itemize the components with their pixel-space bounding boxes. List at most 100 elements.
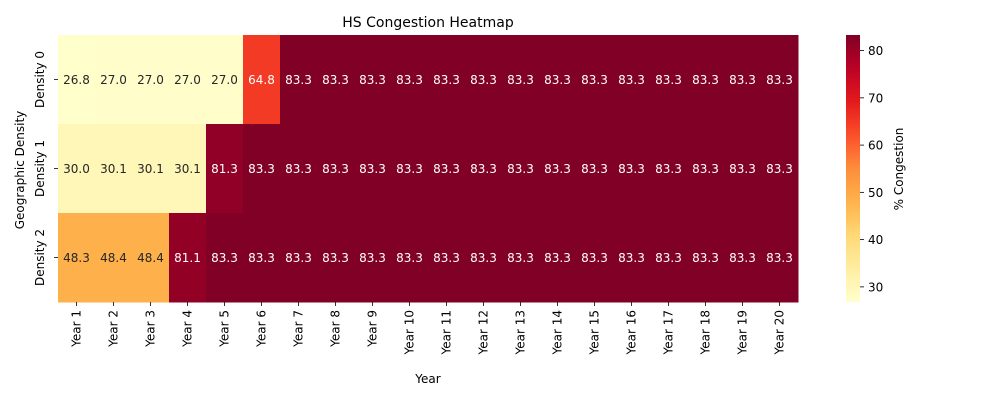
cell-value-label: 83.3 <box>396 73 423 87</box>
heatmap-cell <box>169 124 207 214</box>
colorbar-label: % Congestion <box>892 128 906 211</box>
cell-value-label: 26.8 <box>63 73 90 87</box>
colorbar <box>846 35 860 302</box>
cell-value-label: 83.3 <box>766 251 793 265</box>
colorbar-tick-label: 30 <box>868 280 883 294</box>
heatmap-cell <box>243 35 281 125</box>
cell-value-label: 83.3 <box>581 251 608 265</box>
colorbar-tick-label: 60 <box>868 139 883 153</box>
heatmap-cell <box>502 124 540 214</box>
cell-value-label: 83.3 <box>692 73 719 87</box>
cell-value-label: 83.3 <box>470 162 497 176</box>
heatmap-cell <box>465 213 503 303</box>
heatmap-cell <box>502 213 540 303</box>
heatmap-cell <box>280 213 318 303</box>
heatmap-cell <box>132 124 170 214</box>
colorbar-tick-label: 50 <box>868 186 883 200</box>
x-tick-label: Year 10 <box>403 310 417 356</box>
colorbar-tick-label: 70 <box>868 91 883 105</box>
heatmap-cell <box>465 124 503 214</box>
cell-value-label: 81.1 <box>174 251 201 265</box>
heatmap-cell <box>428 35 466 125</box>
cell-value-label: 83.3 <box>285 162 312 176</box>
heatmap-cell <box>354 124 392 214</box>
x-tick-label: Year 11 <box>440 310 454 356</box>
heatmap-cell <box>169 213 207 303</box>
cell-value-label: 83.3 <box>359 73 386 87</box>
heatmap-cell <box>243 124 281 214</box>
heatmap-cell <box>687 35 725 125</box>
cell-value-label: 83.3 <box>544 73 571 87</box>
x-tick-label: Year 19 <box>736 310 750 356</box>
heatmap-cell <box>465 35 503 125</box>
heatmap-cell <box>354 35 392 125</box>
cell-value-label: 83.3 <box>544 162 571 176</box>
y-tick-label: Density 2 <box>33 229 47 286</box>
x-axis-label: Year <box>414 372 440 386</box>
cell-value-label: 83.3 <box>766 162 793 176</box>
heatmap-cell <box>58 124 96 214</box>
heatmap-cell <box>317 213 355 303</box>
heatmap-cell <box>687 124 725 214</box>
cell-value-label: 83.3 <box>285 73 312 87</box>
cell-value-label: 83.3 <box>396 251 423 265</box>
heatmap-cell <box>169 35 207 125</box>
cell-value-label: 30.1 <box>137 162 164 176</box>
heatmap-cell <box>761 124 799 214</box>
cell-value-label: 83.3 <box>766 73 793 87</box>
cell-value-label: 83.3 <box>211 251 238 265</box>
x-tick-label: Year 8 <box>329 310 343 348</box>
cell-value-label: 83.3 <box>507 73 534 87</box>
cell-value-label: 83.3 <box>396 162 423 176</box>
heatmap-cell <box>650 213 688 303</box>
heatmap-cell <box>354 213 392 303</box>
heatmap-cell <box>576 124 614 214</box>
cell-value-label: 83.3 <box>248 251 275 265</box>
heatmap-cell <box>428 124 466 214</box>
cell-value-label: 81.3 <box>211 162 238 176</box>
heatmap-cell <box>280 35 318 125</box>
cell-value-label: 48.4 <box>100 251 127 265</box>
heatmap-cell <box>539 213 577 303</box>
heatmap-cell <box>95 124 133 214</box>
cell-value-label: 83.3 <box>507 162 534 176</box>
cell-value-label: 83.3 <box>248 162 275 176</box>
heatmap-cell <box>206 124 244 214</box>
x-tick-label: Year 17 <box>662 310 676 356</box>
x-tick-label: Year 15 <box>588 310 602 356</box>
heatmap-cell <box>391 124 429 214</box>
y-axis-label: Geographic Density <box>13 111 27 230</box>
heatmap-cell <box>724 35 762 125</box>
y-tick-label: Density 0 <box>33 51 47 108</box>
heatmap-cell <box>243 213 281 303</box>
heatmap-cell <box>724 213 762 303</box>
x-tick-label: Year 6 <box>255 310 269 348</box>
heatmap-cell <box>317 124 355 214</box>
x-tick-label: Year 5 <box>218 310 232 348</box>
heatmap-cell <box>132 213 170 303</box>
cell-value-label: 30.1 <box>100 162 127 176</box>
x-tick-label: Year 13 <box>514 310 528 356</box>
heatmap-cell <box>687 213 725 303</box>
x-tick-label: Year 14 <box>551 310 565 356</box>
heatmap-cell <box>391 35 429 125</box>
cell-value-label: 83.3 <box>581 162 608 176</box>
x-tick-label: Year 9 <box>366 310 380 348</box>
heatmap-cell <box>576 213 614 303</box>
heatmap-cell <box>428 213 466 303</box>
colorbar-ticks: 30 40 50 60 70 80 <box>860 44 883 294</box>
heatmap-cell <box>206 35 244 125</box>
cell-value-label: 83.3 <box>359 162 386 176</box>
cell-value-label: 83.3 <box>618 162 645 176</box>
heatmap-cell <box>206 213 244 303</box>
cell-value-label: 30.0 <box>63 162 90 176</box>
cell-value-label: 83.3 <box>618 251 645 265</box>
heatmap-cell <box>317 35 355 125</box>
x-tick-label: Year 16 <box>625 310 639 356</box>
cell-value-label: 48.3 <box>63 251 90 265</box>
cell-value-label: 83.3 <box>692 162 719 176</box>
x-tick-label: Year 18 <box>699 310 713 356</box>
heatmap-cell <box>761 213 799 303</box>
y-axis-ticks: Density 0 Density 1 Density 2 <box>33 51 58 286</box>
